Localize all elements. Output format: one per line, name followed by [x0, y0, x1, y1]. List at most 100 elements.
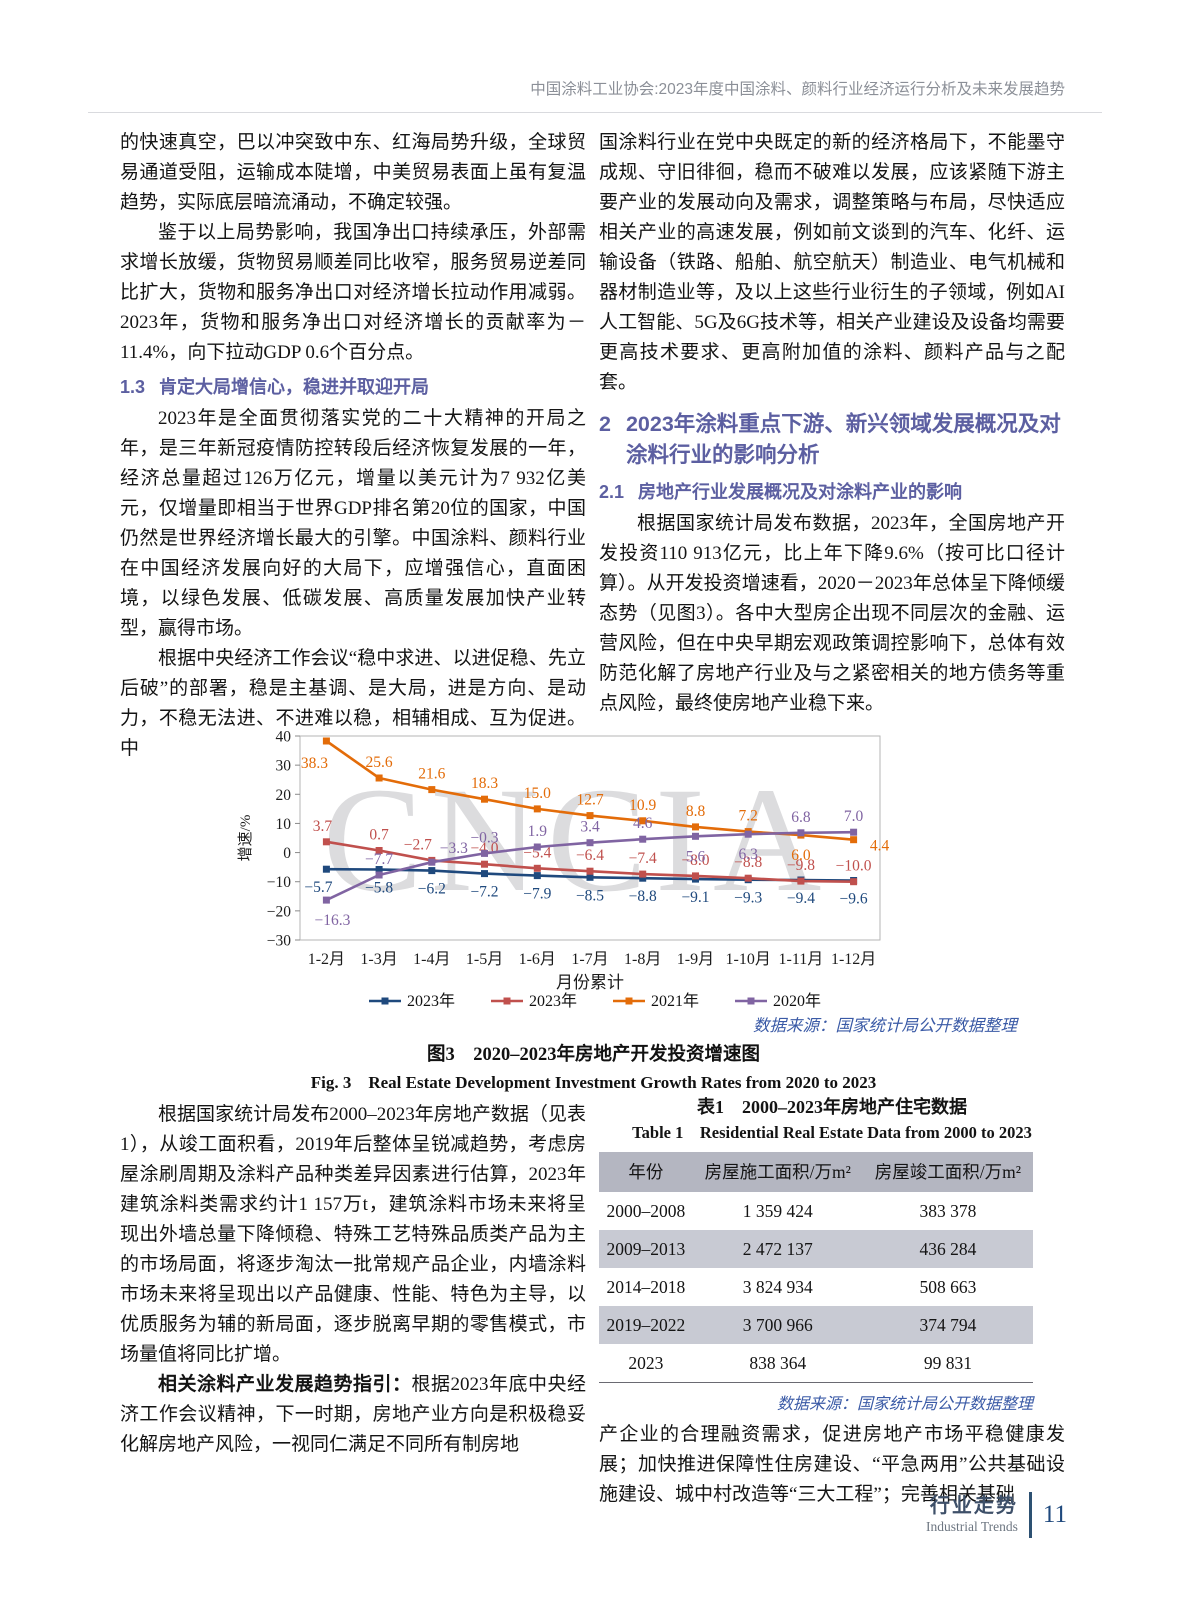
table-cell: 2 472 137 [742, 1239, 813, 1259]
data-label: 4.6 [633, 815, 653, 832]
y-tick-label: 10 [276, 816, 292, 833]
data-label: −8.8 [734, 854, 762, 871]
data-label: 1.9 [528, 823, 548, 840]
data-point-marker [586, 812, 594, 820]
data-point-marker [481, 849, 488, 857]
data-label: −7.4 [629, 850, 657, 867]
x-tick-label: 1-5月 [466, 951, 503, 968]
footer-section-cn: 行业走势 [929, 1495, 1018, 1518]
paragraph: 的快速真空，巴以冲突致中东、红海局势升级，全球贸易通道受阻，运输成本陡增，中美贸… [120, 132, 586, 213]
table-cell: 3 824 934 [742, 1277, 813, 1297]
y-tick-label: 40 [276, 729, 292, 746]
residential-data-table: 年份 房屋施工面积/万m² 房屋竣工面积/万m² 2000–2008 1 359 42… [599, 1152, 1033, 1383]
x-axis-title: 月份累计 [556, 973, 624, 992]
data-point-marker [586, 867, 594, 875]
data-label: 6.8 [791, 809, 811, 826]
x-tick-label: 1-7月 [571, 951, 608, 968]
section-heading-1-3: 1.3 肯定大局增信心，稳进并取迎开局 [120, 373, 586, 401]
paragraph: 根据国家统计局发布2000–2023年房地产数据（见表1），从竣工面积看，201… [120, 1104, 586, 1365]
header-rule [88, 112, 1102, 113]
data-point-marker [375, 847, 383, 854]
data-label: −2.7 [404, 836, 432, 853]
data-label: 3.4 [580, 819, 600, 836]
data-label: −0.3 [470, 829, 498, 846]
data-label: −9.8 [787, 857, 815, 874]
x-tick-label: 1-8月 [624, 951, 661, 968]
table-row: 2000–2008 1 359 424 383 378 [599, 1192, 1033, 1230]
data-label: 21.6 [418, 766, 445, 783]
data-point-marker [375, 774, 383, 782]
data-point-marker [639, 870, 647, 878]
data-label: 38.3 [301, 755, 328, 772]
data-label: −16.3 [314, 912, 350, 929]
data-label: −8.0 [681, 852, 709, 869]
y-tick-label: −30 [267, 933, 291, 950]
x-tick-label: 1-6月 [519, 951, 556, 968]
data-point-marker [322, 737, 330, 745]
right-column-top: 国涂料行业在党中央既定的新的经济格局下，不能墨守成规、守旧徘徊，稳而不破难以发展… [599, 128, 1065, 719]
data-point-marker [533, 872, 541, 880]
data-point-marker [639, 817, 647, 825]
y-tick-label: 0 [283, 845, 291, 862]
data-point-marker [639, 835, 647, 843]
data-label: 25.6 [366, 754, 393, 771]
table-cell: 436 284 [919, 1239, 977, 1259]
data-label: 3.7 [313, 818, 333, 835]
table-column-header: 房屋施工面积/万m² [692, 1152, 863, 1192]
data-point-marker [428, 858, 436, 866]
x-tick-label: 1-12月 [831, 951, 876, 968]
legend-marker-square [381, 997, 389, 1005]
data-label: 12.7 [576, 792, 603, 809]
x-tick-label: 1-10月 [726, 951, 771, 968]
data-point-marker [850, 828, 858, 836]
section-number: 2.1 [599, 482, 625, 502]
paragraph: 产企业的合理融资需求，促进房地产市场平稳健康发展；加快推进保障性住房建设、“平急… [599, 1424, 1065, 1505]
table-data-source: 数据来源：国家统计局公开数据整理 [776, 1396, 1033, 1413]
table-header-row: 年份 房屋施工面积/万m² 房屋竣工面积/万m² [599, 1152, 1033, 1192]
y-tick-label: 20 [276, 787, 292, 804]
paragraph: 根据国家统计局发布数据，2023年，全国房地产开发投资110 913亿元，比上年… [599, 513, 1065, 714]
data-label: −7.2 [470, 884, 498, 901]
page-number: 11 [1042, 1501, 1067, 1528]
x-tick-label: 1-4月 [413, 951, 450, 968]
data-point-marker [850, 836, 858, 844]
data-point-marker [322, 865, 330, 873]
table-cell: 2023 [599, 1344, 693, 1383]
section-heading-2: 2 2023年涂料重点下游、新兴领域发展概况及对涂料行业的影响分析 [599, 409, 1065, 471]
table-row: 2014–2018 3 824 934 508 663 [599, 1268, 1033, 1306]
section-title: 肯定大局增信心，稳进并取迎开局 [159, 377, 430, 397]
table-cell: 3 700 966 [742, 1315, 813, 1335]
y-tick-label: −20 [267, 903, 291, 920]
data-label: 18.3 [471, 775, 498, 792]
data-point-marker [744, 830, 752, 838]
data-label: −5.8 [365, 880, 393, 897]
table-row: 2019–2022 3 700 966 374 794 [599, 1306, 1033, 1344]
section-heading-2-1: 2.1 房地产行业发展概况及对涂料产业的影响 [599, 478, 1065, 506]
data-point-marker [428, 867, 436, 875]
legend-marker-square [503, 997, 511, 1005]
paragraph: 相关涂料产业发展趋势指引：根据2023年底中央经济工作会议精神，下一时期，房地产… [120, 1370, 586, 1460]
data-label: −9.6 [840, 891, 868, 908]
page-footer: 行业走势 Industrial Trends 11 [926, 1492, 1067, 1538]
x-tick-label: 1-9月 [677, 951, 714, 968]
table-cell: 508 663 [919, 1277, 977, 1297]
table-cell: 374 794 [919, 1315, 977, 1335]
table-cell: 99 831 [862, 1344, 1033, 1383]
legend-marker-square [625, 997, 633, 1005]
paragraph-lead: 相关涂料产业发展趋势指引： [158, 1374, 412, 1395]
data-label: 7.2 [739, 808, 758, 825]
data-label: −6.2 [418, 881, 446, 898]
data-label: 5.6 [686, 848, 706, 865]
data-label: 6.3 [739, 846, 759, 863]
legend-label: 2023年 [407, 992, 455, 1010]
legend-marker-square [747, 997, 755, 1005]
data-label: −3.3 [440, 840, 468, 857]
data-point-marker [639, 874, 647, 882]
right-column-bottom: 表1 2000–2023年房地产住宅数据 Table 1 Residential… [599, 1094, 1065, 1510]
paragraph: 根据中央经济工作会议“稳中求进、以进促稳、先立后破”的部署，稳是主基调、是大局，… [120, 648, 586, 759]
data-point-marker [692, 832, 699, 840]
data-label: −10.0 [836, 858, 872, 875]
data-label: −7.7 [365, 851, 393, 868]
data-label: 6.0 [791, 847, 811, 864]
